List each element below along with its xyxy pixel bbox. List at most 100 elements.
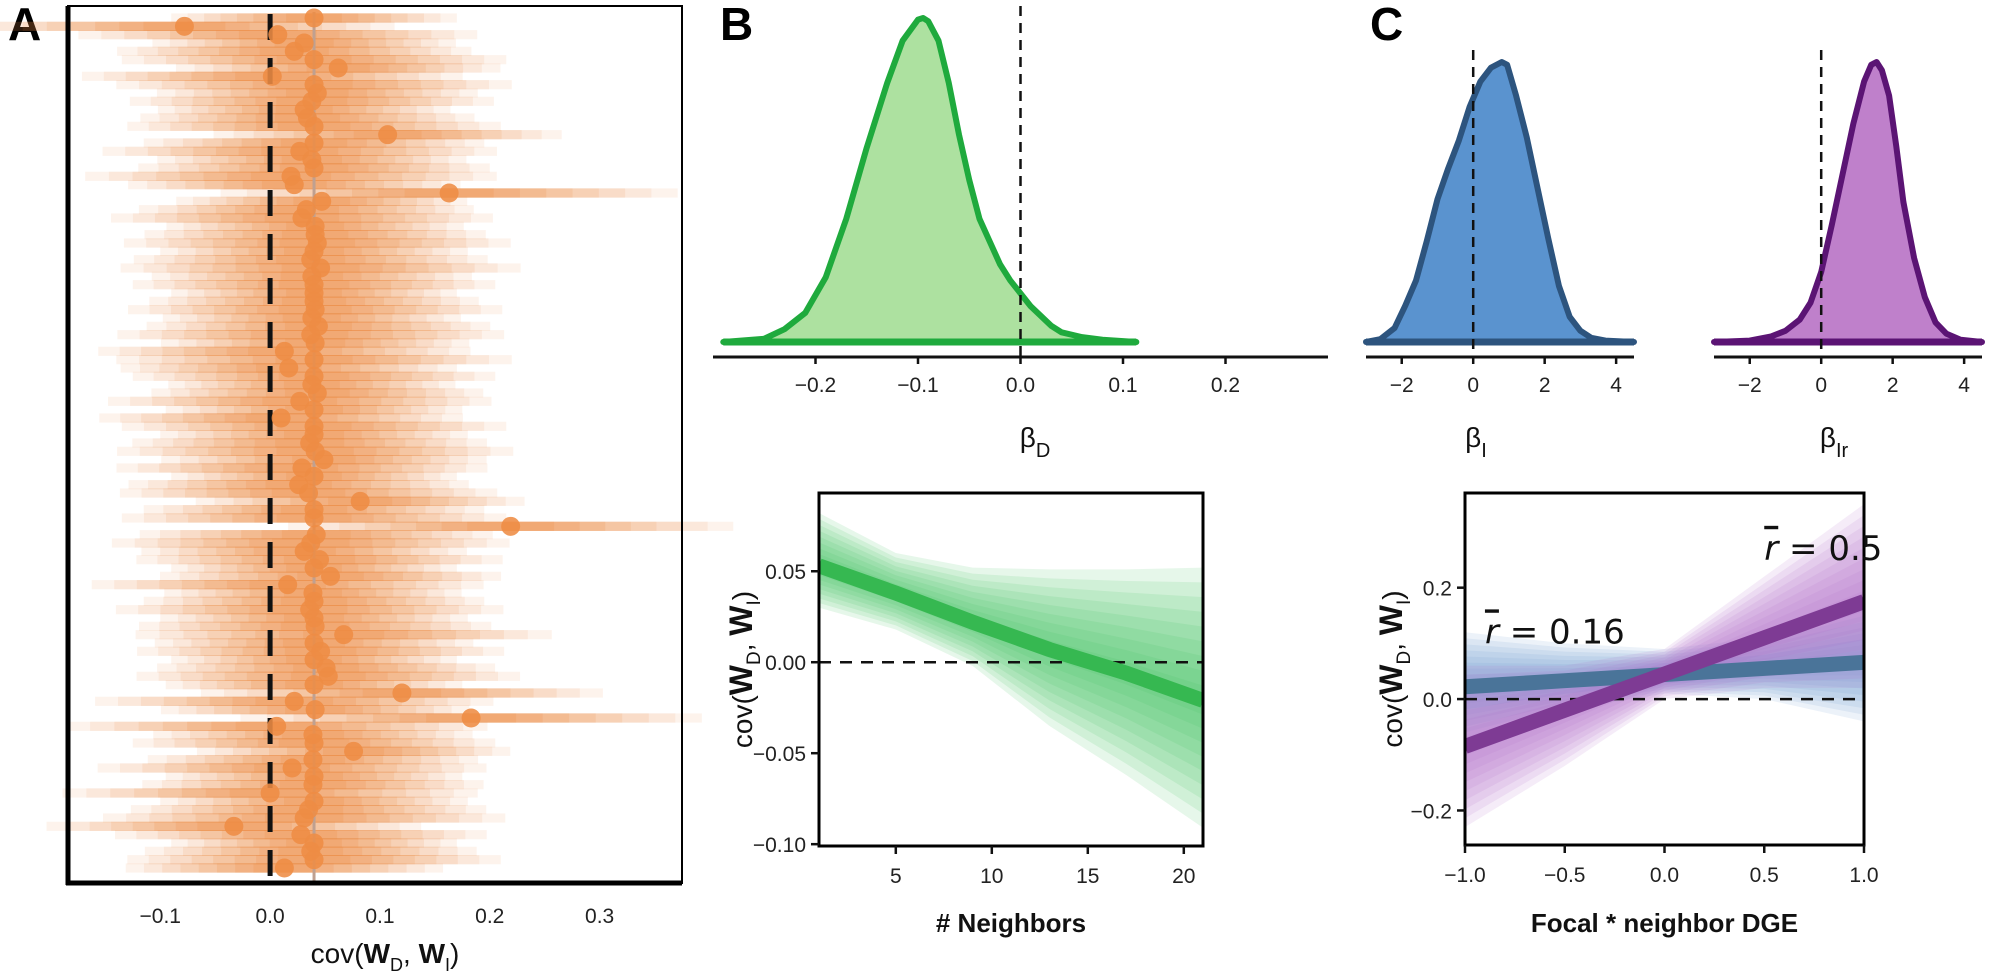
point-estimate <box>304 733 324 753</box>
panel-b-density-beta-d: −0.2 −0.1 0.0 0.1 0.2 βD <box>713 6 1328 462</box>
point-estimate <box>174 16 194 36</box>
interval-bars <box>0 13 734 873</box>
x-tick-label: 2 <box>1887 374 1899 397</box>
point-estimate <box>304 50 324 70</box>
point-estimate <box>461 708 481 728</box>
point-estimate <box>304 133 324 153</box>
y-label-part: , <box>1377 635 1408 651</box>
x-tick-label: 4 <box>1958 374 1970 397</box>
point-estimate <box>304 400 324 420</box>
x-tick-label: 0.0 <box>1650 864 1679 887</box>
point-estimate <box>304 116 324 136</box>
x-axis-label: βD <box>1020 422 1051 462</box>
annotation-value: = 0.5 <box>1778 529 1882 569</box>
y-label-part: W <box>1373 664 1409 695</box>
x-tick-label: −0.5 <box>1544 864 1585 887</box>
point-estimate <box>350 491 370 511</box>
x-tick-label: 0.3 <box>585 905 614 928</box>
y-label-part: I <box>1394 600 1415 605</box>
y-tick-label: 0.2 <box>1423 578 1452 601</box>
density-outline <box>1363 59 1637 345</box>
y-tick-label: 0.05 <box>765 561 806 584</box>
point-estimate <box>314 450 334 470</box>
y-label-part: W <box>1373 604 1409 635</box>
x-ticks: −0.1 0.0 0.1 0.2 0.3 <box>140 905 615 928</box>
y-label-part: cov( <box>1377 694 1408 748</box>
density-fill <box>723 18 1137 342</box>
plot-area <box>1465 504 1864 828</box>
point-estimate <box>304 8 324 28</box>
x-tick-label: 1.0 <box>1849 864 1878 887</box>
y-label-part: D <box>744 651 765 665</box>
y-label-part: W <box>723 664 759 695</box>
y-label-part: I <box>744 600 765 605</box>
point-estimate <box>274 341 294 361</box>
point-estimate <box>303 775 323 795</box>
point-estimate <box>378 125 398 145</box>
point-estimate <box>282 758 302 778</box>
point-estimate <box>305 700 325 720</box>
x-tick-label: −0.1 <box>897 374 938 397</box>
point-estimate <box>305 616 325 636</box>
x-axis-label: # Neighbors <box>936 908 1086 938</box>
label-base: β <box>1820 422 1836 453</box>
density-outline <box>1711 59 1985 345</box>
fit-line <box>1465 594 1864 754</box>
y-axis-label: cov(WD, WI) <box>1373 590 1415 747</box>
y-axis-label: cov(WD, WI) <box>723 591 765 748</box>
y-label-part: D <box>1394 651 1415 665</box>
x-tick-label: 0 <box>1815 374 1827 397</box>
y-label-part: , <box>727 636 758 652</box>
y-tick-label: −0.2 <box>1411 800 1452 823</box>
point-estimate <box>328 58 348 78</box>
point-estimate <box>267 716 287 736</box>
x-tick-label: −0.2 <box>795 374 836 397</box>
panel-label-c: C <box>1370 0 1403 50</box>
r-bar-symbol: r <box>1485 612 1501 652</box>
panel-a-forest-plot: −0.1 0.0 0.1 0.2 0.3 cov(WD, WI) <box>0 5 734 973</box>
y-label-part: ) <box>727 591 758 600</box>
label-subscript: D <box>1036 440 1050 462</box>
y-tick-label: 0.00 <box>765 652 806 675</box>
point-estimate <box>268 25 288 45</box>
point-estimate <box>279 358 299 378</box>
point-estimate <box>304 675 324 695</box>
interval-bar <box>0 21 395 31</box>
y-tick-label: −0.10 <box>753 834 806 857</box>
uncertainty-bands <box>819 513 1203 828</box>
point-estimate <box>224 816 244 836</box>
point-estimate <box>392 683 412 703</box>
point-estimate <box>334 625 354 645</box>
point-estimate <box>284 41 304 61</box>
point-estimate <box>439 183 459 203</box>
point-estimate <box>304 158 324 178</box>
x-tick-label: 0.5 <box>1750 864 1779 887</box>
y-label-part: cov( <box>727 695 758 749</box>
x-tick-label: −2 <box>1390 374 1414 397</box>
x-tick-label: −0.1 <box>140 905 181 928</box>
point-estimate <box>299 483 319 503</box>
point-estimate <box>304 558 324 578</box>
plot-frame <box>817 491 1205 848</box>
y-tick-label: 0.0 <box>1423 689 1452 712</box>
x-tick-label: 2 <box>1539 374 1551 397</box>
panel-c-density-beta-i: −2 0 2 4 βI <box>1363 50 1637 462</box>
point-estimate <box>321 566 341 586</box>
label-base: β <box>1465 422 1481 453</box>
x-axis-label: Focal * neighbor DGE <box>1531 908 1798 938</box>
y-tick-label: −0.05 <box>753 743 806 766</box>
label-subscript: I <box>1481 440 1487 462</box>
uncertainty-band <box>1465 504 1864 828</box>
point-estimate <box>294 808 314 828</box>
point-estimate <box>307 383 327 403</box>
fit-line <box>819 558 1203 708</box>
label-base: β <box>1020 422 1036 453</box>
x-tick-label: 0.2 <box>475 905 504 928</box>
point-estimate <box>290 391 310 411</box>
x-tick-label: 0.0 <box>256 905 285 928</box>
point-estimate <box>294 541 314 561</box>
x-axis-label: cov(WD, WI) <box>311 938 460 973</box>
series-annotation: r = 0.16 <box>1485 612 1625 652</box>
point-estimates <box>174 8 521 878</box>
panel-label-a: A <box>8 0 41 50</box>
